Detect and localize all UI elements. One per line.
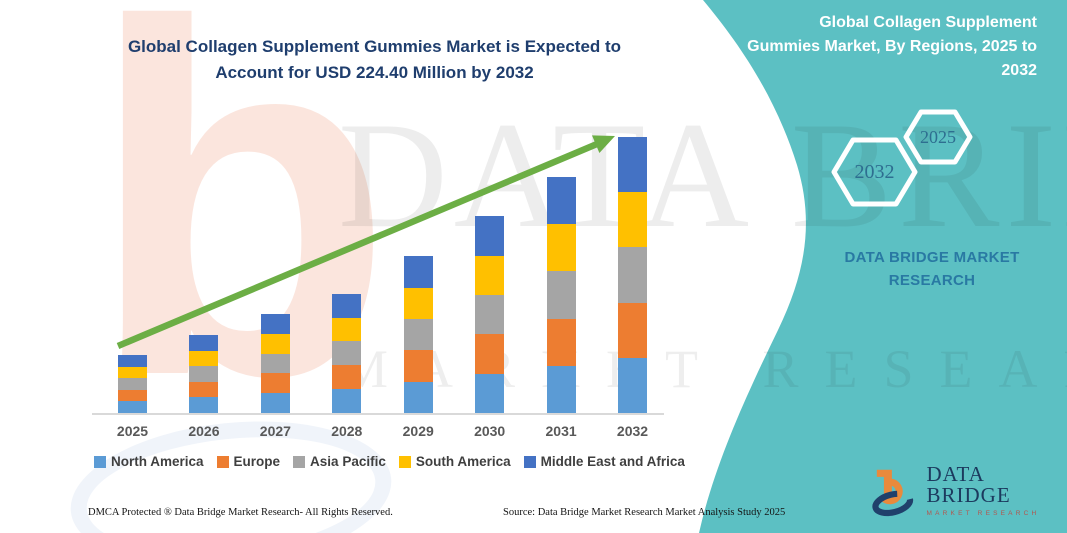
legend-label: North America — [111, 454, 204, 469]
bar-segment-2028-north-america — [332, 389, 362, 413]
bar-segment-2026-europe — [189, 381, 219, 398]
bar-segment-2028-south-america — [332, 317, 362, 342]
bar-segment-2026-south-america — [189, 350, 219, 367]
side-panel-title: Global Collagen Supplement Gummies Marke… — [747, 14, 1037, 79]
legend-label: Asia Pacific — [310, 454, 386, 469]
bar-segment-2027-middle-east-and-africa — [260, 314, 290, 334]
bar-segment-2032-europe — [618, 302, 647, 358]
bar-segment-2027-europe — [260, 373, 290, 394]
bar-segment-2030-north-america — [475, 373, 505, 413]
bar-segment-2029-south-america — [403, 287, 433, 319]
legend-label: South America — [415, 454, 511, 469]
legend-swatch — [216, 455, 229, 468]
hexagon-2025-label: 2025 — [920, 126, 956, 147]
bar-segment-2030-middle-east-and-africa — [475, 216, 505, 256]
bar-segment-2026-asia-pacific — [189, 366, 219, 382]
data-bridge-logo-icon — [872, 469, 914, 516]
bar-segment-2030-asia-pacific — [475, 294, 505, 335]
bar-segment-2025-south-america — [118, 366, 147, 379]
bar-segment-2025-north-america — [118, 401, 147, 413]
bar-segment-2031-north-america — [546, 365, 576, 413]
bar-segment-2025-asia-pacific — [118, 378, 147, 390]
x-axis-label-2032: 2032 — [616, 423, 649, 439]
legend-item-south-america: South America — [398, 454, 511, 469]
bar-segment-2027-north-america — [260, 393, 290, 413]
footer-dmca: DMCA Protected ® Data Bridge Market Rese… — [88, 507, 393, 518]
bar-segment-2032-asia-pacific — [618, 247, 647, 303]
footer-source: Source: Data Bridge Market Research Mark… — [503, 507, 786, 518]
bar-segment-2028-europe — [332, 365, 362, 390]
x-axis-label-2025: 2025 — [116, 423, 149, 439]
hexagon-2032: 2032 — [831, 137, 918, 207]
bar-segment-2030-europe — [475, 334, 505, 374]
x-axis-line — [92, 413, 664, 415]
bar-segment-2025-europe — [118, 389, 147, 402]
bar-segment-2031-south-america — [546, 224, 576, 272]
bar-segment-2029-north-america — [403, 381, 433, 413]
bar-segment-2026-north-america — [189, 397, 219, 413]
logo-wordmark: DATA BRIDGE — [926, 462, 1011, 507]
legend-item-asia-pacific: Asia Pacific — [293, 454, 386, 469]
bar-segment-2027-south-america — [260, 333, 290, 354]
legend-label: Middle East and Africa — [540, 454, 685, 469]
logo-tagline: MARKET RESEARCH — [926, 510, 1040, 517]
hexagon-2032-label: 2032 — [854, 160, 895, 183]
bar-segment-2029-middle-east-and-africa — [403, 256, 433, 288]
bar-segment-2029-asia-pacific — [403, 318, 433, 351]
bar-segment-2031-europe — [546, 318, 576, 366]
bar-segment-2029-europe — [403, 350, 433, 382]
bar-segment-2027-asia-pacific — [260, 353, 290, 374]
x-axis-label-2026: 2026 — [188, 423, 220, 439]
data-bridge-logo: DATA BRIDGE MARKET RESEARCH — [868, 464, 1067, 517]
legend-item-middle-east-and-africa: Middle East and Africa — [523, 454, 685, 469]
bar-segment-2032-middle-east-and-africa — [618, 136, 647, 193]
chart-title: Global Collagen Supplement Gummies Marke… — [127, 37, 622, 83]
bar-segment-2028-asia-pacific — [332, 341, 362, 366]
legend-item-europe: Europe — [216, 454, 281, 469]
bar-segment-2030-south-america — [475, 255, 505, 295]
legend-swatch — [398, 455, 411, 468]
x-axis-label-2027: 2027 — [259, 423, 291, 439]
bar-segment-2032-north-america — [618, 357, 647, 413]
legend-swatch — [523, 455, 536, 468]
x-axis-label-2031: 2031 — [545, 423, 577, 439]
hexagon-2025: 2025 — [903, 109, 973, 165]
chart-legend: North America Europe Asia Pacific South Ame… — [94, 454, 685, 469]
bar-segment-2032-south-america — [618, 192, 647, 248]
legend-item-north-america: North America — [94, 454, 204, 469]
legend-swatch — [94, 455, 106, 468]
x-axis-label-2029: 2029 — [402, 423, 434, 439]
panel-caption: DATA BRIDGE MARKET RESEARCH — [844, 249, 1020, 290]
legend-swatch — [293, 455, 306, 468]
x-axis-label-2030: 2030 — [474, 423, 506, 439]
bar-segment-2025-middle-east-and-africa — [118, 355, 147, 367]
bar-segment-2031-asia-pacific — [546, 271, 576, 319]
legend-label: Europe — [233, 454, 281, 469]
x-axis-label-2028: 2028 — [331, 423, 363, 439]
bar-segment-2026-middle-east-and-africa — [189, 334, 219, 351]
bar-segment-2031-middle-east-and-africa — [546, 176, 576, 225]
bar-segment-2028-middle-east-and-africa — [332, 293, 362, 318]
